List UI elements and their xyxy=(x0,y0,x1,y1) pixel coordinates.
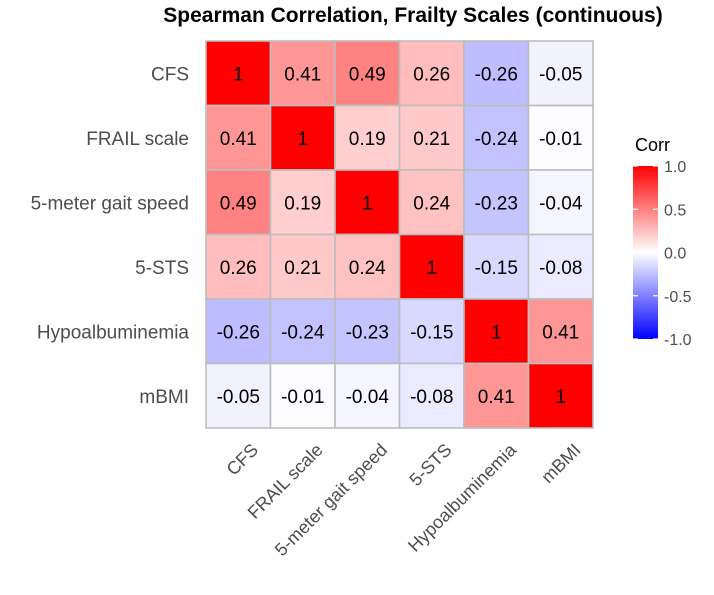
cell-value-label: 0.19 xyxy=(284,193,321,214)
heatmap-cell-hypoalbuminemia-5-meter-gait-speed xyxy=(334,298,401,365)
cell-value-label: 0.24 xyxy=(349,258,386,279)
cell-value-label: 1 xyxy=(491,322,502,343)
cell-value-label: 1 xyxy=(297,129,308,150)
heatmap-cell-5-sts-mbmi xyxy=(527,233,594,300)
cell-value-label: 1 xyxy=(362,193,373,214)
y-axis-label-hypoalbuminemia: Hypoalbuminemia xyxy=(37,322,190,343)
heatmap-cell-cfs-mbmi xyxy=(527,40,594,107)
heatmap-cell-cfs-cfs xyxy=(205,40,272,107)
y-axis-label-5-sts: 5-STS xyxy=(135,258,189,279)
cell-value-label: 0.19 xyxy=(349,129,386,150)
y-axis-labels: CFS FRAIL scale 5-meter gait speed 5-STS Hyp… xyxy=(31,64,190,408)
cell-value-label: 0.41 xyxy=(478,387,515,408)
heatmap-cell-5-sts-frail-scale xyxy=(269,233,336,300)
heatmap-cell-5-sts-5-meter-gait-speed xyxy=(334,233,401,300)
cell-value-label: -0.04 xyxy=(346,387,390,408)
cell-value-label: -0.15 xyxy=(475,258,518,279)
chart-title: Spearman Correlation, Frailty Scales (co… xyxy=(163,4,662,27)
heatmap-cell-hypoalbuminemia-5-sts xyxy=(398,298,465,365)
cell-value-label: 0.41 xyxy=(284,64,321,85)
x-axis-label-cfs: CFS xyxy=(223,440,263,480)
cell-value-label: 1 xyxy=(233,64,244,85)
color-legend: Corr 1.0 0.5 0.0 -0.5 -1.0 xyxy=(633,135,692,349)
cell-value-label: -0.01 xyxy=(281,387,324,408)
heatmap-cell-5-meter-gait-speed-5-sts xyxy=(398,169,465,236)
legend-ticks: 1.0 0.5 0.0 -0.5 -1.0 xyxy=(633,159,692,349)
x-axis-label-5-sts: 5-STS xyxy=(405,440,455,490)
cell-value-label: -0.26 xyxy=(475,64,518,85)
heatmap-cell-labels: 1 0.41 0.49 0.26 -0.26 -0.05 0.41 1 0.19 0.21 -0.2… xyxy=(217,64,583,408)
y-axis-label-frail-scale: FRAIL scale xyxy=(86,129,189,150)
cell-value-label: -0.26 xyxy=(217,322,260,343)
legend-tick-label: 0.5 xyxy=(664,202,686,219)
heatmap-cell-5-meter-gait-speed-hypoalbuminemia xyxy=(463,169,530,236)
cell-value-label: -0.08 xyxy=(539,258,582,279)
cell-value-label: -0.08 xyxy=(410,387,453,408)
cell-value-label: 1 xyxy=(555,387,566,408)
heatmap-cell-5-sts-5-sts xyxy=(398,233,465,300)
heatmap-cell-5-sts-hypoalbuminemia xyxy=(463,233,530,300)
legend-tick-label: -0.5 xyxy=(664,289,692,306)
cell-value-label: 1 xyxy=(426,258,437,279)
heatmap-cell-5-sts-cfs xyxy=(205,233,272,300)
heatmap-cell-frail-scale-mbmi xyxy=(527,104,594,171)
legend-tick-label: 1.0 xyxy=(664,159,686,176)
heatmap-cell-mbmi-cfs xyxy=(205,362,272,429)
cell-value-label: 0.24 xyxy=(413,193,450,214)
heatmap-cell-5-meter-gait-speed-frail-scale xyxy=(269,169,336,236)
legend-title: Corr xyxy=(635,135,670,155)
heatmap-cell-5-meter-gait-speed-mbmi xyxy=(527,169,594,236)
x-axis-label-hypoalbuminemia: Hypoalbuminemia xyxy=(404,439,521,556)
cell-value-label: -0.05 xyxy=(539,64,582,85)
cell-value-label: 0.49 xyxy=(349,64,386,85)
heatmap-cell-frail-scale-5-sts xyxy=(398,104,465,171)
cell-value-label: -0.23 xyxy=(346,322,389,343)
heatmap-cell-mbmi-5-sts xyxy=(398,362,465,429)
legend-tick-label: 0.0 xyxy=(664,246,686,263)
cell-value-label: 0.26 xyxy=(413,64,450,85)
cell-value-label: -0.24 xyxy=(281,322,325,343)
y-axis-label-mbmi: mBMI xyxy=(139,387,189,408)
y-axis-label-5-meter-gait-speed: 5-meter gait speed xyxy=(31,193,189,214)
cell-value-label: -0.15 xyxy=(410,322,453,343)
heatmap-cell-mbmi-mbmi xyxy=(527,362,594,429)
cell-value-label: 0.21 xyxy=(413,129,450,150)
heatmap-cell-frail-scale-frail-scale xyxy=(269,104,336,171)
cell-value-label: 0.26 xyxy=(220,258,257,279)
cell-value-label: -0.23 xyxy=(475,193,518,214)
cell-value-label: 0.41 xyxy=(220,129,257,150)
heatmap-cell-cfs-frail-scale xyxy=(269,40,336,107)
legend-tick-label: -1.0 xyxy=(664,332,692,349)
heatmap-cells xyxy=(205,40,594,429)
cell-value-label: -0.01 xyxy=(539,129,582,150)
cell-value-label: -0.04 xyxy=(539,193,583,214)
heatmap-cell-mbmi-hypoalbuminemia xyxy=(463,362,530,429)
x-axis-label-mbmi: mBMI xyxy=(537,440,584,487)
x-axis-label-5-meter-gait-speed: 5-meter gait speed xyxy=(271,440,391,560)
cell-value-label: -0.05 xyxy=(217,387,260,408)
cell-value-label: 0.41 xyxy=(542,322,579,343)
heatmap-cell-hypoalbuminemia-hypoalbuminemia xyxy=(463,298,530,365)
y-axis-label-cfs: CFS xyxy=(151,64,189,85)
cell-value-label: 0.49 xyxy=(220,193,257,214)
heatmap-cell-hypoalbuminemia-mbmi xyxy=(527,298,594,365)
cell-value-label: 0.21 xyxy=(284,258,321,279)
cell-value-label: -0.24 xyxy=(475,129,519,150)
